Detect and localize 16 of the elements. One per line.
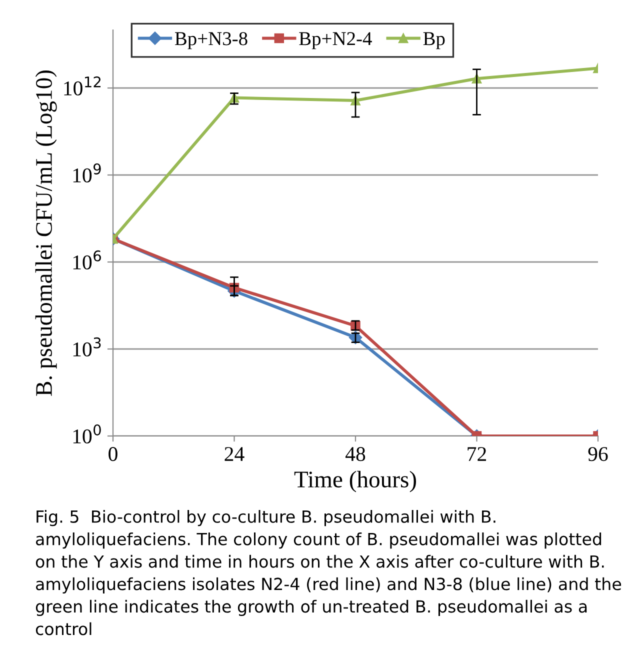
legend-label: Bp: [423, 32, 445, 50]
x-tick-label: 72: [468, 447, 486, 461]
y-tick-label: 10$^{6}$: [73, 250, 101, 270]
legend-label: Bp+N3-8: [174, 32, 248, 50]
y-tick-label: 10$^{3}$: [73, 337, 101, 356]
x-tick-label: 96: [588, 447, 608, 462]
x-tick-label: 24: [224, 447, 244, 461]
y-tick-label: 10$^{9}$: [73, 163, 101, 182]
y-axis-title: B. pseudomallei CFU/mL (Log10): [35, 70, 57, 396]
x-tick-label: 0: [108, 447, 118, 462]
y-tick-label: 10$^{0}$: [73, 424, 101, 444]
x-axis-title: Time (hours): [294, 470, 416, 492]
caption: Fig. 5 Bio-control by co-culture B. pseudomallei with B. amyloliquefaciens. The colony count of B. pseudomallei was plotted on the Y axis and time in hours on the X axis after co-culture with B. amyloliquefaciens isolates N2-4 (red line) and N3-8 (blue line) and the green line indicates the growth of un-treated B. pseudomallei as a control: [36, 510, 622, 636]
x-tick-label: 48: [345, 447, 366, 462]
legend-label: Bp+N2-4: [299, 32, 372, 50]
y-tick-label: 10$^{12}$: [64, 76, 101, 96]
